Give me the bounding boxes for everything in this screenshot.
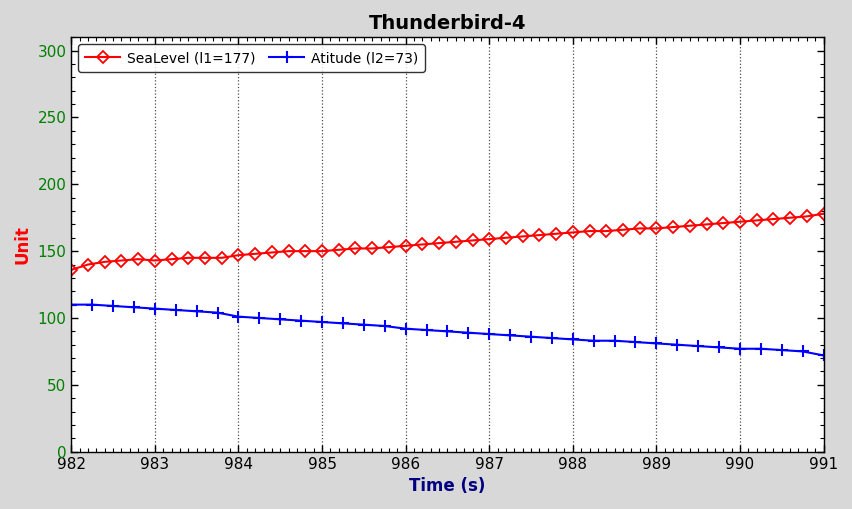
SeaLevel (l1=177) — [468, 237, 478, 243]
Atitude (l2=73) — [192, 308, 202, 315]
Atitude (l2=73) — [797, 348, 808, 354]
Atitude (l2=73) — [275, 316, 285, 322]
Atitude (l2=73) — [233, 314, 244, 320]
Atitude (l2=73) — [756, 346, 766, 352]
Atitude (l2=73) — [567, 336, 578, 343]
SeaLevel (l1=177) — [300, 248, 310, 254]
Atitude (l2=73) — [651, 341, 661, 347]
SeaLevel (l1=177) — [117, 258, 127, 264]
Atitude (l2=73) — [735, 346, 746, 352]
SeaLevel (l1=177) — [350, 245, 360, 251]
SeaLevel (l1=177) — [451, 239, 461, 245]
SeaLevel (l1=177) — [250, 251, 261, 257]
Line: SeaLevel (l1=177): SeaLevel (l1=177) — [67, 210, 827, 274]
Atitude (l2=73) — [296, 318, 306, 324]
SeaLevel (l1=177) — [200, 255, 210, 261]
Atitude (l2=73) — [777, 347, 787, 353]
Atitude (l2=73) — [66, 301, 77, 307]
SeaLevel (l1=177) — [317, 248, 327, 254]
SeaLevel (l1=177) — [785, 215, 795, 221]
SeaLevel (l1=177) — [668, 224, 678, 230]
SeaLevel (l1=177) — [751, 217, 762, 223]
Atitude (l2=73) — [150, 305, 160, 312]
SeaLevel (l1=177) — [83, 262, 93, 268]
Title: Thunderbird-4: Thunderbird-4 — [369, 14, 527, 33]
SeaLevel (l1=177) — [334, 247, 344, 253]
SeaLevel (l1=177) — [166, 256, 176, 262]
SeaLevel (l1=177) — [584, 228, 595, 234]
Atitude (l2=73) — [442, 328, 452, 334]
SeaLevel (l1=177) — [150, 258, 160, 264]
Atitude (l2=73) — [589, 337, 599, 344]
SeaLevel (l1=177) — [735, 219, 746, 225]
X-axis label: Time (s): Time (s) — [409, 477, 486, 495]
Atitude (l2=73) — [505, 332, 515, 338]
SeaLevel (l1=177) — [417, 241, 428, 247]
Atitude (l2=73) — [484, 331, 494, 337]
Atitude (l2=73) — [693, 343, 703, 349]
SeaLevel (l1=177) — [819, 211, 829, 217]
Atitude (l2=73) — [422, 327, 432, 333]
Atitude (l2=73) — [212, 309, 222, 316]
SeaLevel (l1=177) — [66, 267, 77, 273]
Atitude (l2=73) — [170, 307, 181, 313]
Atitude (l2=73) — [108, 303, 118, 309]
SeaLevel (l1=177) — [383, 244, 394, 250]
SeaLevel (l1=177) — [133, 256, 143, 262]
Atitude (l2=73) — [254, 315, 264, 321]
Atitude (l2=73) — [359, 322, 369, 328]
SeaLevel (l1=177) — [400, 243, 411, 249]
Atitude (l2=73) — [526, 334, 536, 340]
SeaLevel (l1=177) — [769, 216, 779, 222]
SeaLevel (l1=177) — [718, 220, 728, 226]
SeaLevel (l1=177) — [100, 259, 110, 265]
Atitude (l2=73) — [819, 352, 829, 358]
SeaLevel (l1=177) — [267, 249, 277, 256]
Line: Atitude (l2=73): Atitude (l2=73) — [66, 299, 829, 361]
Atitude (l2=73) — [129, 304, 139, 310]
SeaLevel (l1=177) — [284, 248, 294, 254]
Atitude (l2=73) — [463, 330, 474, 336]
Atitude (l2=73) — [547, 335, 557, 341]
SeaLevel (l1=177) — [618, 227, 628, 233]
SeaLevel (l1=177) — [802, 213, 812, 219]
SeaLevel (l1=177) — [434, 240, 444, 246]
Atitude (l2=73) — [630, 339, 641, 345]
SeaLevel (l1=177) — [651, 225, 661, 232]
Atitude (l2=73) — [87, 301, 97, 307]
SeaLevel (l1=177) — [216, 255, 227, 261]
Y-axis label: Unit: Unit — [14, 225, 32, 264]
SeaLevel (l1=177) — [701, 221, 711, 228]
SeaLevel (l1=177) — [501, 235, 511, 241]
SeaLevel (l1=177) — [567, 230, 578, 236]
Atitude (l2=73) — [317, 319, 327, 325]
Legend: SeaLevel (l1=177), Atitude (l2=73): SeaLevel (l1=177), Atitude (l2=73) — [78, 44, 425, 72]
Atitude (l2=73) — [380, 323, 390, 329]
Atitude (l2=73) — [609, 337, 619, 344]
SeaLevel (l1=177) — [534, 232, 544, 238]
SeaLevel (l1=177) — [183, 255, 193, 261]
SeaLevel (l1=177) — [367, 245, 377, 251]
Atitude (l2=73) — [338, 320, 348, 326]
Atitude (l2=73) — [714, 345, 724, 351]
SeaLevel (l1=177) — [685, 222, 695, 229]
Atitude (l2=73) — [400, 326, 411, 332]
SeaLevel (l1=177) — [233, 252, 244, 258]
SeaLevel (l1=177) — [517, 234, 527, 240]
SeaLevel (l1=177) — [635, 225, 645, 232]
SeaLevel (l1=177) — [551, 231, 561, 237]
SeaLevel (l1=177) — [602, 228, 612, 234]
SeaLevel (l1=177) — [484, 236, 494, 242]
Atitude (l2=73) — [672, 342, 682, 348]
